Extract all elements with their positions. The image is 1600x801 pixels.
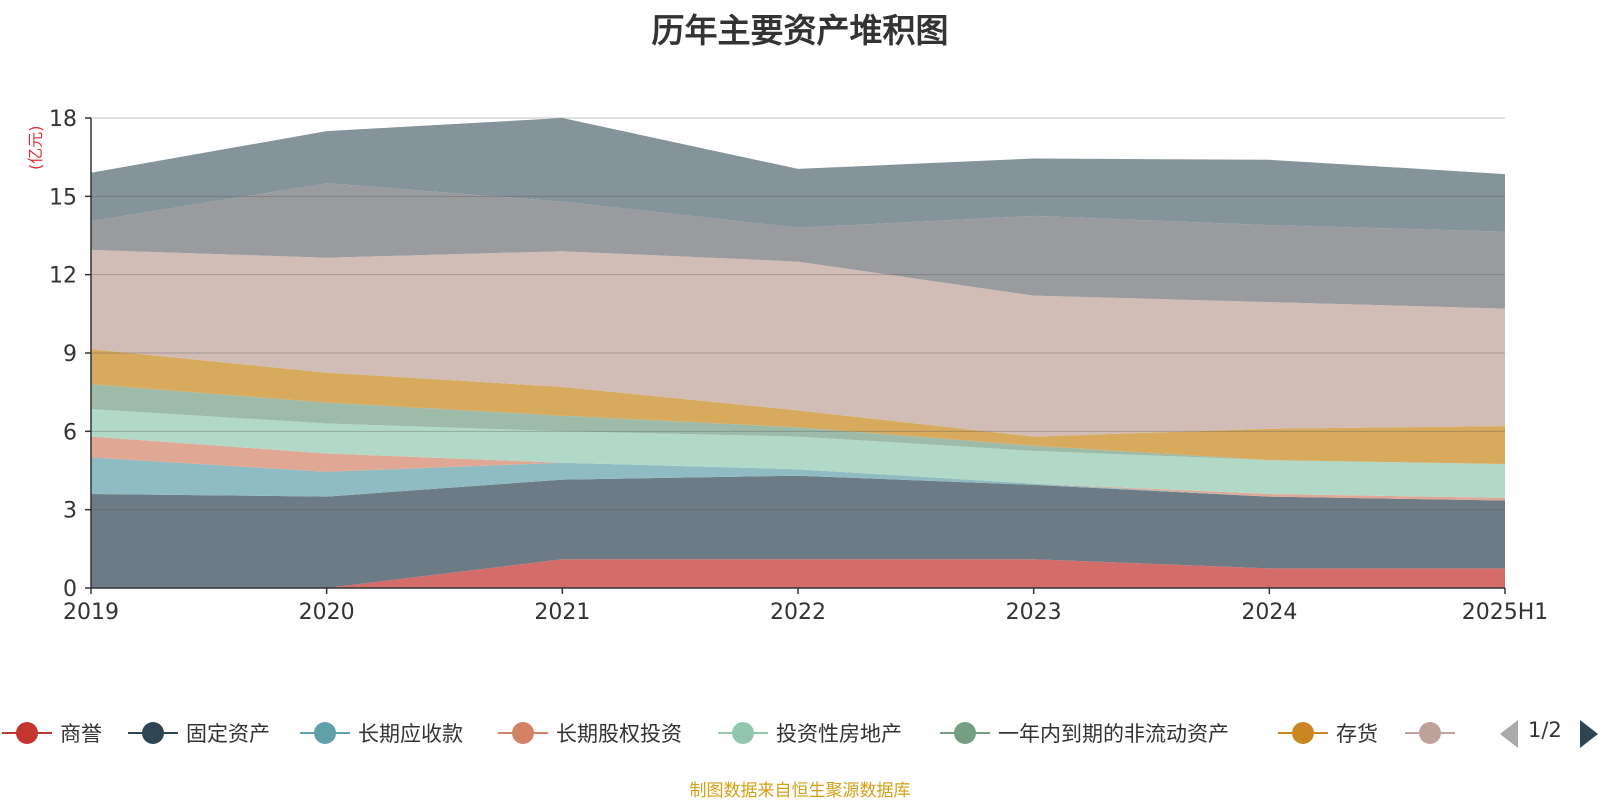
legend-item-7[interactable] — [1405, 716, 1455, 750]
x-tick-label-1: 2020 — [299, 600, 355, 625]
y-tick-label-5: 15 — [49, 185, 77, 210]
legend-marker-icon — [940, 716, 990, 750]
legend-label: 存货 — [1336, 722, 1378, 746]
legend-prev-page-icon[interactable] — [1500, 720, 1518, 748]
legend-item-0[interactable]: 商誉 — [2, 716, 102, 750]
legend-label: 一年内到期的非流动资产 — [998, 722, 1229, 746]
legend-label: 长期应收款 — [358, 722, 463, 746]
y-tick-label-6: 18 — [49, 107, 77, 132]
y-tick-label-4: 12 — [49, 264, 77, 289]
data-source-note: 制图数据来自恒生聚源数据库 — [689, 781, 911, 801]
legend-marker-icon — [498, 716, 548, 750]
x-tick-label-3: 2022 — [770, 600, 826, 625]
area-series-4 — [91, 409, 1505, 498]
legend-marker-icon — [1278, 716, 1328, 750]
chart-title: 历年主要资产堆积图 — [651, 11, 949, 50]
legend-item-3[interactable]: 长期股权投资 — [498, 716, 682, 750]
legend-pager: 1/2 — [1500, 716, 1600, 750]
area-series-9 — [91, 118, 1505, 232]
area-series-5 — [91, 384, 1505, 464]
area-series-0 — [91, 559, 1505, 588]
legend-page-indicator: 1/2 — [1528, 718, 1562, 742]
legend-label: 投资性房地产 — [776, 722, 902, 746]
legend-label: 固定资产 — [186, 722, 270, 746]
legend-marker-icon — [300, 716, 350, 750]
area-series-8 — [91, 183, 1505, 309]
area-series-7 — [91, 249, 1505, 437]
legend-label: 商誉 — [60, 722, 102, 746]
legend-item-5[interactable]: 一年内到期的非流动资产 — [940, 716, 1229, 750]
x-tick-label-2: 2021 — [534, 600, 590, 625]
area-series-1 — [91, 475, 1505, 588]
legend-marker-icon — [718, 716, 768, 750]
area-layer — [91, 118, 1505, 588]
area-series-3 — [91, 436, 1505, 501]
y-tick-label-3: 9 — [63, 342, 77, 367]
legend-label: 长期股权投资 — [556, 722, 682, 746]
y-tick-label-1: 3 — [63, 499, 77, 524]
legend-item-6[interactable]: 存货 — [1278, 716, 1378, 750]
legend-marker-icon — [1405, 716, 1455, 750]
x-tick-label-4: 2023 — [1006, 600, 1062, 625]
legend-next-page-icon[interactable] — [1580, 720, 1598, 748]
legend: 商誉 固定资产 长期应收款 长期股权投资 投资性房地产 一年内到期的非流动资产 存货 — [0, 716, 1600, 750]
area-series-6 — [91, 349, 1505, 464]
legend-marker-icon — [2, 716, 52, 750]
axes: 0 3 6 9 12 15 18 2019 2020 2021 2022 2023 2024 2025H1 — [49, 107, 1548, 625]
x-tick-label-5: 2024 — [1241, 600, 1297, 625]
y-tick-label-2: 6 — [63, 420, 77, 445]
y-tick-label-0: 0 — [63, 577, 77, 602]
legend-item-2[interactable]: 长期应收款 — [300, 716, 463, 750]
legend-item-4[interactable]: 投资性房地产 — [718, 716, 902, 750]
x-tick-label-0: 2019 — [63, 600, 119, 625]
x-tick-label-6: 2025H1 — [1462, 600, 1549, 625]
area-series-2 — [91, 457, 1505, 501]
legend-item-1[interactable]: 固定资产 — [128, 716, 270, 750]
legend-marker-icon — [128, 716, 178, 750]
